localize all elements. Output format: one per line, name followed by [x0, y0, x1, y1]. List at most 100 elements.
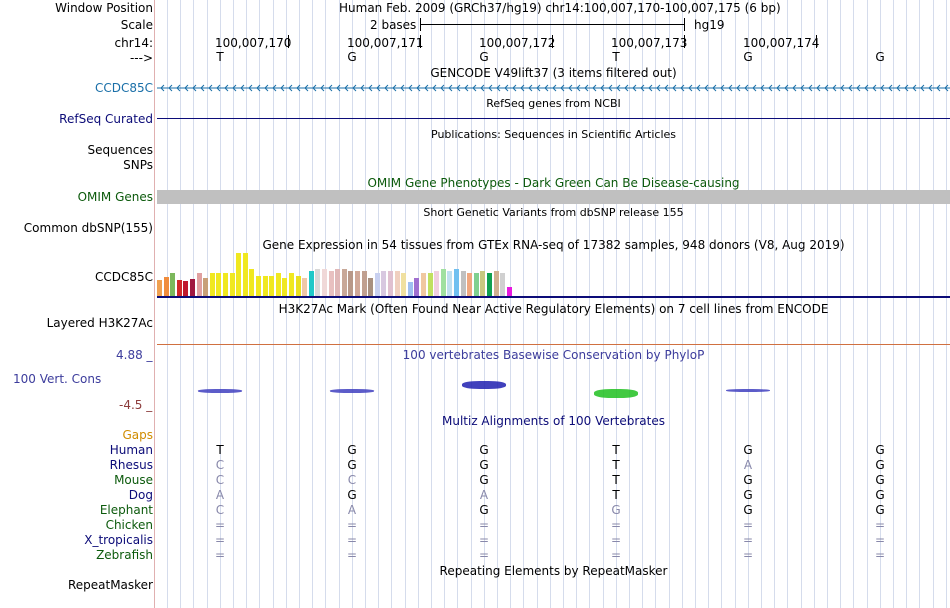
omim-feature-bar[interactable] — [157, 190, 950, 204]
species-label[interactable]: Mouse — [114, 473, 153, 487]
gtex-tissue-bar[interactable] — [275, 273, 281, 296]
gtex-tissue-bar[interactable] — [223, 273, 228, 296]
snps-label[interactable]: SNPs — [123, 158, 153, 172]
alignment-base: G — [743, 503, 753, 517]
phylop-score-mark[interactable] — [726, 389, 770, 392]
gtex-tissue-bar[interactable] — [282, 278, 288, 296]
h3k27ac-label[interactable]: Layered H3K27Ac — [46, 316, 153, 330]
multiz-title[interactable]: Multiz Alignments of 100 Vertebrates — [441, 414, 666, 428]
gtex-tissue-bar[interactable] — [157, 280, 162, 296]
refseq-gene-line[interactable] — [157, 118, 950, 119]
gtex-tissue-bar[interactable] — [381, 271, 387, 296]
gtex-tissue-bar[interactable] — [460, 271, 466, 296]
gtex-tissue-bar[interactable] — [308, 271, 314, 296]
gtex-tissue-bar[interactable] — [269, 276, 275, 296]
omim-title[interactable]: OMIM Gene Phenotypes - Dark Green Can Be… — [367, 176, 740, 190]
species-label[interactable]: Dog — [128, 488, 153, 502]
refseq-title[interactable]: RefSeq genes from NCBI — [486, 97, 621, 110]
repeatmasker-title[interactable]: Repeating Elements by RepeatMasker — [439, 564, 668, 578]
gaps-label[interactable]: Gaps — [122, 428, 153, 442]
gtex-tissue-bar[interactable] — [256, 276, 261, 296]
gtex-tissue-bar[interactable] — [249, 269, 255, 296]
sequences-label[interactable]: Sequences — [87, 143, 153, 157]
gtex-tissue-bar[interactable] — [289, 273, 294, 296]
grid-line — [906, 0, 907, 608]
species-label[interactable]: Rhesus — [109, 458, 153, 472]
gtex-tissue-bar[interactable] — [216, 273, 222, 296]
gtex-tissue-bar[interactable] — [500, 273, 506, 296]
gtex-tissue-bar[interactable] — [348, 271, 354, 296]
cons-title[interactable]: 100 vertebrates Basewise Conservation by… — [402, 348, 705, 362]
gtex-tissue-bar[interactable] — [467, 273, 473, 296]
gtex-tissue-bar[interactable] — [335, 269, 341, 296]
grid-line — [246, 0, 247, 608]
gtex-tissue-bar[interactable] — [203, 278, 209, 296]
gtex-tissue-bar[interactable] — [407, 282, 413, 296]
gtex-tissue-bar[interactable] — [341, 269, 347, 296]
cons-label[interactable]: 100 Vert. Cons — [13, 372, 102, 386]
gtex-tissue-bar[interactable] — [487, 273, 492, 296]
gencode-gene-line[interactable] — [157, 82, 950, 94]
gtex-tissue-bar[interactable] — [262, 276, 268, 296]
gtex-bar-chart[interactable] — [157, 251, 950, 296]
gtex-tissue-bar[interactable] — [295, 276, 301, 296]
gtex-tissue-bar[interactable] — [236, 253, 242, 296]
species-label[interactable]: Zebrafish — [96, 548, 153, 562]
gtex-tissue-bar[interactable] — [361, 271, 367, 296]
gtex-tissue-bar[interactable] — [434, 271, 440, 296]
gtex-tissue-bar[interactable] — [473, 273, 479, 296]
gtex-tissue-bar[interactable] — [302, 278, 308, 296]
gtex-tissue-bar[interactable] — [170, 273, 176, 296]
gtex-tissue-bar[interactable] — [506, 287, 512, 296]
gtex-tissue-bar[interactable] — [176, 280, 182, 296]
gtex-tissue-bar[interactable] — [454, 269, 459, 296]
gtex-tissue-bar[interactable] — [440, 269, 446, 296]
grid-line — [193, 0, 194, 608]
species-label[interactable]: Human — [109, 443, 153, 457]
dbsnp-title[interactable]: Short Genetic Variants from dbSNP releas… — [423, 206, 684, 219]
gtex-tissue-bar[interactable] — [355, 271, 360, 296]
gtex-tissue-bar[interactable] — [480, 271, 486, 296]
gtex-tissue-bar[interactable] — [183, 281, 189, 296]
gtex-tissue-bar[interactable] — [447, 271, 453, 296]
gtex-tissue-bar[interactable] — [322, 269, 327, 296]
gtex-tissue-bar[interactable] — [374, 273, 380, 296]
phylop-score-mark[interactable] — [462, 381, 506, 389]
gtex-tissue-bar[interactable] — [190, 279, 195, 296]
gtex-tissue-bar[interactable] — [493, 271, 499, 296]
alignment-base: G — [479, 458, 489, 472]
phylop-score-mark[interactable] — [330, 389, 374, 393]
refseq-label[interactable]: RefSeq Curated — [59, 112, 153, 126]
gtex-label[interactable]: CCDC85C — [94, 270, 153, 284]
species-label[interactable]: X_tropicalis — [84, 533, 153, 547]
gtex-tissue-bar[interactable] — [242, 253, 248, 296]
gtex-title[interactable]: Gene Expression in 54 tissues from GTEx … — [262, 238, 845, 252]
phylop-score-mark[interactable] — [594, 389, 638, 398]
gencode-title[interactable]: GENCODE V49lift37 (3 items filtered out) — [430, 66, 677, 80]
gtex-tissue-bar[interactable] — [163, 277, 169, 296]
species-label[interactable]: Chicken — [105, 518, 153, 532]
dbsnp-label[interactable]: Common dbSNP(155) — [23, 221, 153, 235]
alignment-base: C — [347, 473, 357, 487]
gtex-tissue-bar[interactable] — [328, 271, 334, 296]
phylop-score-mark[interactable] — [198, 389, 242, 393]
species-label[interactable]: Elephant — [99, 503, 153, 517]
gtex-tissue-bar[interactable] — [315, 269, 321, 296]
h3k27ac-title[interactable]: H3K27Ac Mark (Often Found Near Active Re… — [278, 302, 829, 316]
omim-label[interactable]: OMIM Genes — [77, 190, 153, 204]
gtex-tissue-bar[interactable] — [401, 273, 407, 296]
gtex-tissue-bar[interactable] — [388, 271, 393, 296]
repeatmasker-label[interactable]: RepeatMasker — [67, 578, 153, 592]
gtex-tissue-bar[interactable] — [368, 278, 374, 296]
gtex-tissue-bar[interactable] — [394, 271, 400, 296]
gtex-tissue-bar[interactable] — [427, 273, 433, 296]
publications-title[interactable]: Publications: Sequences in Scientific Ar… — [431, 128, 676, 141]
grid-line — [299, 0, 300, 608]
gtex-tissue-bar[interactable] — [196, 273, 202, 296]
gtex-tissue-bar[interactable] — [209, 273, 215, 296]
cons-plot[interactable] — [157, 362, 950, 408]
gtex-tissue-bar[interactable] — [414, 278, 420, 296]
gencode-gene-label[interactable]: CCDC85C — [94, 81, 153, 95]
gtex-tissue-bar[interactable] — [421, 273, 426, 296]
gtex-tissue-bar[interactable] — [229, 273, 235, 296]
